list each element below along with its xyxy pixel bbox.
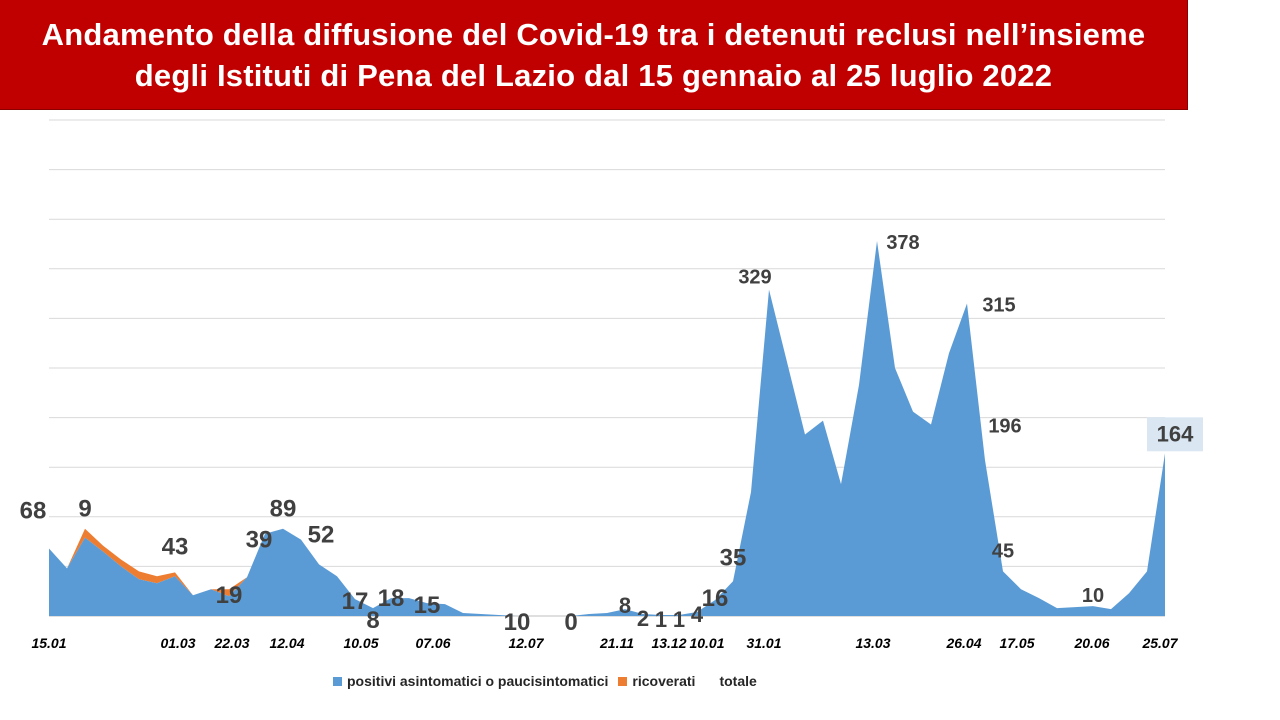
chart-title-line-2: degli Istituti di Pena del Lazio dal 15 … xyxy=(134,57,1053,93)
data-label: 52 xyxy=(308,521,335,548)
data-label: 0 xyxy=(564,609,577,636)
data-label: 4 xyxy=(691,602,704,627)
data-label: 378 xyxy=(886,232,919,254)
data-label: 10 xyxy=(504,609,531,636)
data-label: 68 xyxy=(20,498,47,525)
data-label: 1 xyxy=(673,607,685,632)
legend: positivi asintomatici o paucisintomatici… xyxy=(333,672,767,690)
legend-swatch-hospitalized xyxy=(618,676,628,686)
x-tick-label: 12.04 xyxy=(269,635,304,651)
data-label: 196 xyxy=(988,415,1021,437)
x-tick-label: 31.01 xyxy=(746,635,781,651)
data-label: 1 xyxy=(655,607,667,632)
legend-label-hospitalized: ricoverati xyxy=(632,673,696,689)
legend-item-total: totale xyxy=(705,673,756,689)
title-banner: Andamento della diffusione del Covid-19 … xyxy=(0,0,1188,110)
legend-label-total: totale xyxy=(719,673,757,689)
data-label: 35 xyxy=(720,544,747,571)
data-label: 315 xyxy=(982,295,1015,317)
data-label: 9 xyxy=(78,496,91,523)
legend-swatch-asymptomatic xyxy=(333,676,342,686)
data-label: 10 xyxy=(1082,585,1104,607)
data-label: 45 xyxy=(992,540,1014,562)
x-tick-label: 13.12 xyxy=(651,635,686,651)
x-tick-label: 10.01 xyxy=(689,635,724,651)
x-tick-label: 26.04 xyxy=(945,635,981,651)
x-tick-label: 17.05 xyxy=(999,635,1034,651)
x-tick-label: 01.03 xyxy=(160,635,195,651)
legend-label-asymptomatic: positivi asintomatici o paucisintomatici xyxy=(347,673,609,689)
x-tick-label: 20.06 xyxy=(1073,635,1109,651)
area-asymptomatic xyxy=(49,241,1165,616)
x-tick-label: 12.07 xyxy=(508,635,544,651)
x-tick-label: 15.01 xyxy=(31,635,66,651)
x-tick-label: 10.05 xyxy=(343,635,378,651)
data-label: 18 xyxy=(378,585,405,612)
x-tick-label: 22.03 xyxy=(213,635,249,651)
data-label: 17 xyxy=(342,588,369,615)
data-label-box xyxy=(1147,417,1203,452)
legend-item-asymptomatic: positivi asintomatici o paucisintomatici xyxy=(333,673,608,689)
data-label: 15 xyxy=(414,592,441,619)
x-axis-ticks: 15.01 01.03 22.03 12.04 10.05 07.06 12.07 21.11… xyxy=(31,635,1178,651)
x-tick-label: 21.11 xyxy=(599,635,634,651)
data-label: 164 xyxy=(1157,421,1194,446)
legend-item-hospitalized: ricoverati xyxy=(618,673,695,689)
data-label: 8 xyxy=(619,593,631,618)
chart-title-line-1: Andamento della diffusione del Covid-19 … xyxy=(41,16,1146,52)
area-hospitalized xyxy=(49,241,1165,616)
data-label: 2 xyxy=(637,606,649,631)
x-tick-label: 07.06 xyxy=(415,635,450,651)
legend-swatch-total xyxy=(705,677,714,686)
data-label: 43 xyxy=(162,533,189,560)
data-label: 16 xyxy=(702,585,729,612)
data-label: 329 xyxy=(738,267,771,289)
chart-title: Andamento della diffusione del Covid-19 … xyxy=(42,14,1146,96)
data-label: 89 xyxy=(270,496,297,523)
x-tick-label: 13.03 xyxy=(855,635,890,651)
area-series xyxy=(49,241,1165,616)
x-tick-label: 25.07 xyxy=(1141,635,1178,651)
data-label: 19 xyxy=(216,582,243,609)
data-label: 39 xyxy=(246,526,273,553)
data-label: 8 xyxy=(366,607,379,634)
